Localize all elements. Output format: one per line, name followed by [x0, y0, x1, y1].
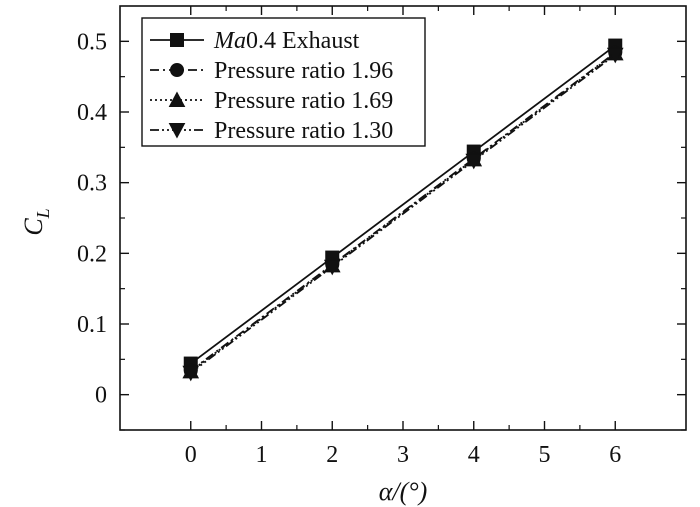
x-tick-label-5: 5 [539, 442, 551, 468]
legend-item-0: Ma0.4 Exhaust [150, 28, 360, 54]
y-tick-label-5: 0.5 [77, 29, 107, 55]
data-point-3-0 [182, 365, 200, 382]
legend-label-text-0: 0.4 Exhaust [246, 28, 360, 54]
series-line-1 [190, 51, 616, 372]
legend-label-italic-0: Ma [213, 28, 246, 54]
y-tick-label-3: 0.3 [77, 171, 107, 197]
legend-label-text-1: Pressure ratio 1.96 [214, 58, 393, 84]
legend-marker-2 [168, 91, 186, 107]
legend-marker-3 [168, 123, 186, 139]
ticks-layer: 0 1 2 3 4 5 6 0 0.1 0.2 0.3 0.4 0.5 [77, 6, 686, 468]
y-tick-label-2: 0.2 [77, 241, 107, 267]
legend-marker-0 [170, 33, 184, 47]
y-tick-label-0: 0 [95, 383, 107, 409]
x-tick-label-0: 0 [185, 442, 197, 468]
x-tick-label-6: 6 [609, 442, 621, 468]
y-axis-title-subscript: L [33, 208, 53, 219]
legend-items: Ma0.4 Exhaust Pressure ratio 1.96 Pressure… [150, 28, 393, 144]
y-tick-label-1: 0.1 [77, 312, 107, 338]
series-3 [182, 47, 624, 382]
x-tick-label-4: 4 [468, 442, 480, 468]
series-line-0 [190, 44, 616, 365]
legend-label-0: Ma0.4 Exhaust [213, 28, 360, 54]
y-tick-label-4: 0.4 [77, 100, 107, 126]
x-axis-title: α/(°) [379, 477, 428, 506]
legend-marker-1 [170, 63, 184, 77]
svg-text:CL: CL [19, 208, 53, 235]
x-tick-label-1: 1 [256, 442, 268, 468]
data-point-3-3 [606, 47, 624, 64]
legend-item-2: Pressure ratio 1.69 [150, 88, 393, 114]
legend: Ma0.4 Exhaust Pressure ratio 1.96 Pressure… [141, 17, 426, 147]
x-tick-label-3: 3 [397, 442, 409, 468]
series-layer [182, 38, 624, 382]
series-line-3 [190, 54, 616, 374]
y-axis-title-main: C [19, 218, 48, 236]
series-line-2 [190, 52, 616, 373]
legend-item-1: Pressure ratio 1.96 [150, 58, 393, 84]
legend-label-2: Pressure ratio 1.69 [214, 88, 393, 114]
legend-label-3: Pressure ratio 1.30 [214, 118, 393, 144]
legend-label-text-2: Pressure ratio 1.69 [214, 88, 393, 114]
y-axis-title: CL [19, 208, 53, 235]
legend-label-1: Pressure ratio 1.96 [214, 58, 393, 84]
data-point-3-2 [465, 153, 483, 170]
data-point-3-1 [323, 259, 341, 276]
x-tick-label-2: 2 [326, 442, 338, 468]
legend-label-text-3: Pressure ratio 1.30 [214, 118, 393, 144]
legend-item-3: Pressure ratio 1.30 [150, 118, 393, 144]
